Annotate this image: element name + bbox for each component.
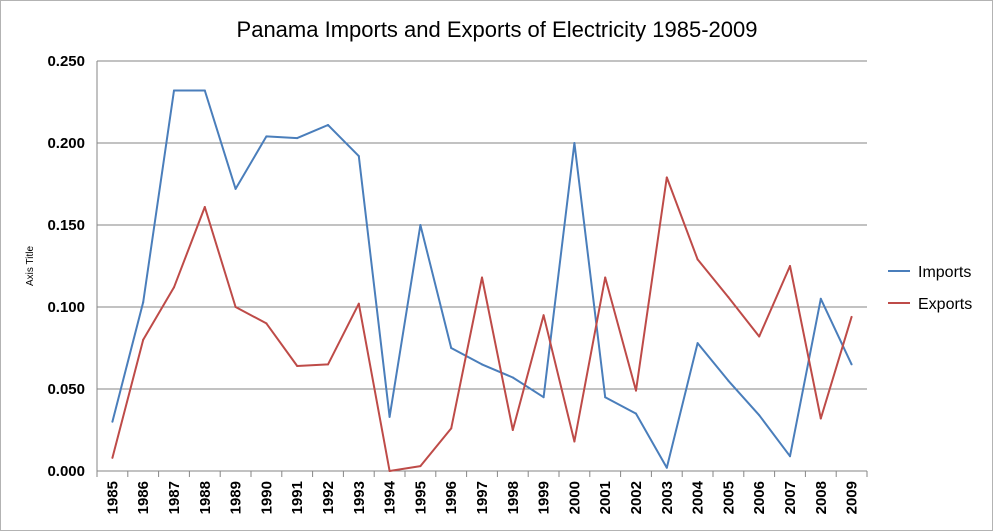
series-lines: [111, 89, 853, 472]
data-point-exports: [450, 427, 453, 430]
x-tick-label: 1992: [320, 481, 337, 514]
data-point-exports: [850, 315, 853, 318]
data-point-imports: [727, 379, 730, 382]
x-tick-label: 2004: [690, 480, 707, 514]
data-point-imports: [203, 89, 206, 92]
data-point-imports: [758, 414, 761, 417]
data-point-exports: [111, 456, 114, 459]
y-axis-label: Axis Title: [25, 246, 36, 286]
data-point-imports: [542, 396, 545, 399]
data-point-imports: [419, 224, 422, 226]
gridlines: [97, 60, 867, 390]
x-tick-label: 1989: [228, 481, 245, 514]
data-point-exports: [727, 296, 730, 299]
chart-title: Panama Imports and Exports of Electricit…: [237, 17, 758, 42]
data-point-imports: [573, 142, 576, 144]
data-point-exports: [696, 258, 699, 261]
legend-label-exports: Exports: [918, 296, 972, 313]
data-point-imports: [111, 420, 114, 423]
data-point-exports: [357, 302, 360, 305]
legend: Imports Exports: [888, 264, 972, 313]
data-point-exports: [789, 265, 791, 267]
x-tick-label: 1987: [166, 481, 183, 514]
y-tick-label: 0.000: [47, 463, 85, 480]
data-point-imports: [665, 466, 668, 469]
data-point-exports: [327, 363, 329, 366]
x-tick-label: 2008: [813, 481, 830, 514]
x-tick-label: 2003: [659, 481, 676, 514]
y-tick-label: 0.250: [47, 53, 85, 70]
data-point-exports: [265, 322, 268, 325]
x-tick-label: 1993: [351, 481, 368, 514]
x-tick-label: 2002: [628, 481, 645, 514]
x-tick-label: 2005: [720, 481, 737, 514]
x-tick-label: 2007: [782, 481, 799, 514]
y-tick-label: 0.100: [47, 299, 85, 316]
data-point-imports: [789, 455, 791, 458]
data-point-exports: [419, 465, 422, 468]
data-point-imports: [357, 155, 360, 158]
data-point-exports: [665, 176, 668, 179]
data-point-imports: [265, 135, 268, 138]
data-point-exports: [604, 276, 607, 279]
data-point-exports: [573, 440, 576, 443]
data-point-imports: [327, 123, 329, 126]
y-tick-label: 0.150: [47, 217, 85, 234]
x-tick-label: 1990: [258, 481, 275, 514]
data-point-imports: [173, 89, 175, 92]
data-point-imports: [481, 363, 483, 366]
data-point-imports: [604, 396, 607, 399]
data-point-imports: [142, 301, 145, 304]
data-point-imports: [388, 415, 391, 418]
x-tick-label: 1994: [382, 480, 399, 514]
x-tick-label: 2009: [844, 481, 861, 514]
x-tick-label: 1999: [536, 481, 553, 514]
x-tick-label: 1991: [289, 481, 306, 514]
x-tick-label: 1997: [474, 481, 491, 514]
x-tick-label: 1998: [505, 481, 522, 514]
axes: [96, 61, 868, 477]
y-axis-ticks: 0.000 0.050 0.100 0.150 0.200 0.250: [47, 53, 85, 480]
data-point-imports: [850, 363, 853, 366]
data-point-exports: [173, 286, 175, 289]
x-axis-ticks: 1985 1986 1987 1988 1989 1990 1991 1992 1993 1994…: [104, 480, 860, 514]
data-point-imports: [819, 297, 822, 300]
x-tick-label: 1986: [135, 481, 152, 514]
legend-label-imports: Imports: [918, 264, 971, 281]
data-point-exports: [819, 417, 822, 420]
x-tick-label: 1995: [412, 481, 429, 514]
series-line-exports: [111, 176, 853, 472]
data-point-exports: [234, 306, 237, 308]
data-point-exports: [142, 338, 145, 341]
data-point-imports: [296, 137, 299, 140]
data-point-imports: [511, 376, 514, 379]
data-point-exports: [296, 365, 299, 368]
data-point-exports: [635, 389, 637, 392]
y-tick-label: 0.200: [47, 135, 85, 152]
x-tick-label: 1985: [104, 481, 121, 514]
y-tick-label: 0.050: [47, 381, 85, 398]
data-point-exports: [203, 205, 206, 208]
data-point-exports: [481, 276, 483, 279]
data-point-imports: [635, 412, 637, 415]
data-point-exports: [388, 470, 391, 472]
data-point-exports: [511, 429, 514, 431]
data-point-imports: [450, 347, 453, 349]
x-tick-label: 1996: [443, 481, 460, 514]
data-point-imports: [234, 187, 237, 190]
data-point-exports: [542, 314, 545, 317]
data-point-exports: [758, 335, 761, 338]
x-tick-label: 2000: [566, 481, 583, 514]
x-tick-label: 2006: [751, 481, 768, 514]
data-point-imports: [696, 342, 699, 345]
x-tick-label: 1988: [197, 481, 214, 514]
x-tick-label: 2001: [597, 481, 614, 514]
